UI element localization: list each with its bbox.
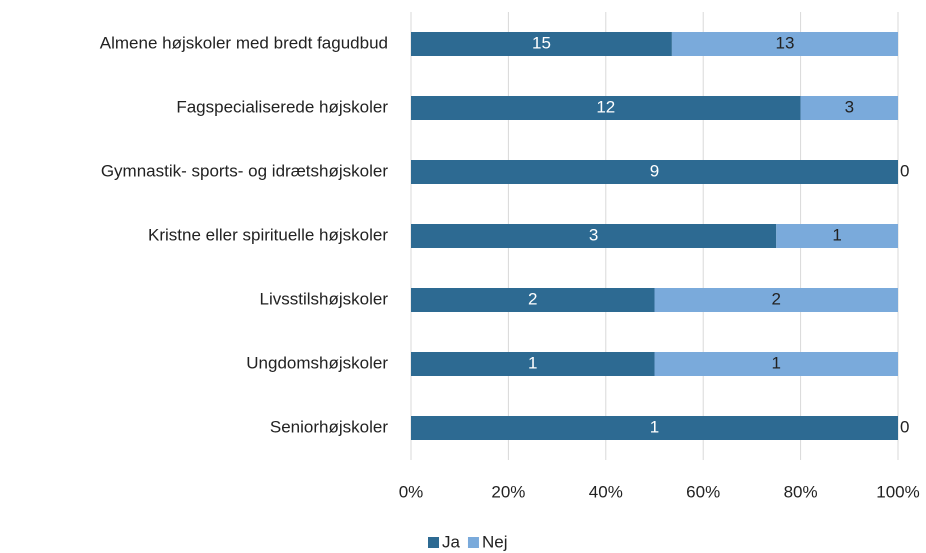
x-tick-label: 20% — [491, 482, 525, 501]
x-tick-label: 60% — [686, 482, 720, 501]
bar-segment — [800, 96, 898, 120]
data-label: 12 — [596, 97, 615, 116]
bar-segment — [411, 288, 655, 312]
x-tick-label: 80% — [784, 482, 818, 501]
y-tick-label: Almene højskoler med bredt fagudbud — [100, 33, 388, 52]
y-tick-label: Seniorhøjskoler — [270, 417, 388, 436]
data-label: 9 — [650, 161, 659, 180]
x-tick-label: 100% — [876, 482, 919, 501]
data-label: 0 — [900, 417, 909, 436]
data-label: 13 — [775, 33, 794, 52]
bar-segment — [654, 352, 898, 376]
data-label: 1 — [772, 353, 781, 372]
legend-swatch — [428, 537, 439, 548]
bar-segment — [411, 160, 898, 184]
bar-segment — [654, 288, 898, 312]
x-tick-label: 0% — [399, 482, 424, 501]
data-label: 1 — [528, 353, 537, 372]
data-label: 3 — [845, 97, 854, 116]
bar-segment — [671, 32, 898, 56]
data-label: 1 — [650, 417, 659, 436]
legend-label: Ja — [442, 532, 461, 551]
y-tick-label: Livsstilshøjskoler — [260, 289, 389, 308]
y-tick-label: Fagspecialiserede højskoler — [176, 97, 388, 116]
x-tick-label: 40% — [589, 482, 623, 501]
bar-segment — [411, 224, 777, 248]
legend-label: Nej — [482, 532, 508, 551]
data-label: 2 — [772, 289, 781, 308]
bar-segment — [411, 416, 898, 440]
bar-segment — [411, 352, 655, 376]
y-tick-label: Ungdomshøjskoler — [246, 353, 388, 372]
data-label: 3 — [589, 225, 598, 244]
legend-swatch — [467, 537, 479, 548]
data-label: 2 — [528, 289, 537, 308]
data-label: 0 — [900, 161, 909, 180]
bar-segment — [411, 96, 801, 120]
y-tick-label: Gymnastik- sports- og idrætshøjskoler — [101, 161, 389, 180]
data-label: 15 — [532, 33, 551, 52]
data-label: 1 — [832, 225, 841, 244]
y-tick-label: Kristne eller spirituelle højskoler — [148, 225, 388, 244]
bar-segment — [411, 32, 672, 56]
bar-segment — [776, 224, 898, 248]
